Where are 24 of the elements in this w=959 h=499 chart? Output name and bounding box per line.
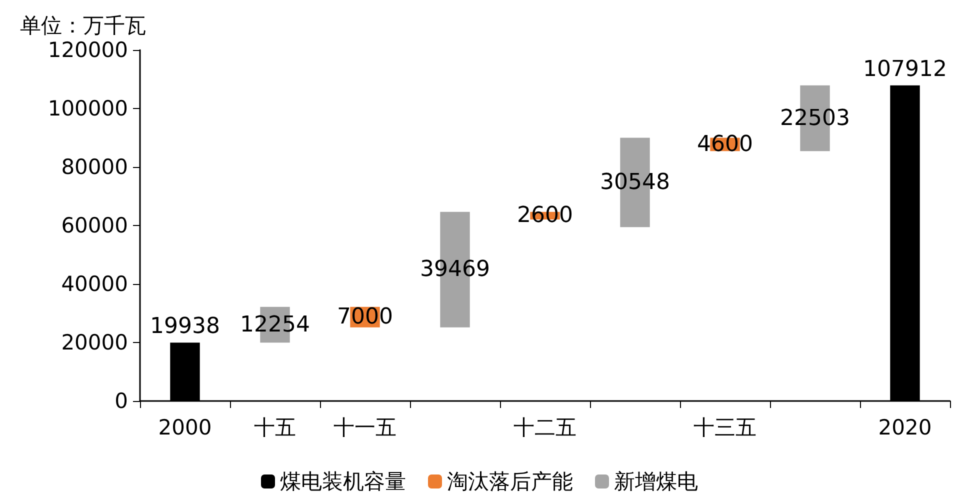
y-tick-label: 120000 [48,38,128,62]
y-tick-label: 60000 [61,214,128,238]
data-label: 22503 [780,106,850,131]
y-tick-label: 20000 [61,330,128,354]
data-label: 107912 [863,56,947,82]
data-label: 2600 [517,203,573,228]
y-tick-label: 100000 [48,96,128,120]
legend-label: 淘汰落后产能 [447,470,573,494]
x-tick-label: 十一五 [334,416,396,440]
y-axis-title: 单位：万千瓦 [20,14,146,38]
x-tick-label: 十五 [254,416,296,440]
x-tick-label: 十二五 [514,416,576,440]
y-tick-label: 0 [114,389,128,413]
x-tick-label: 2020 [878,416,932,440]
y-tick-label: 80000 [61,155,128,179]
x-tick-label: 2000 [158,416,212,440]
data-label: 19938 [150,314,220,340]
data-label: 30548 [600,170,670,195]
legend-label: 煤电装机容量 [280,470,406,494]
x-tick-label: 十三五 [694,416,756,440]
data-label: 39469 [420,257,490,282]
legend-label: 新增煤电 [614,470,698,494]
y-tick-label: 40000 [61,272,128,296]
data-label: 12254 [240,312,310,338]
